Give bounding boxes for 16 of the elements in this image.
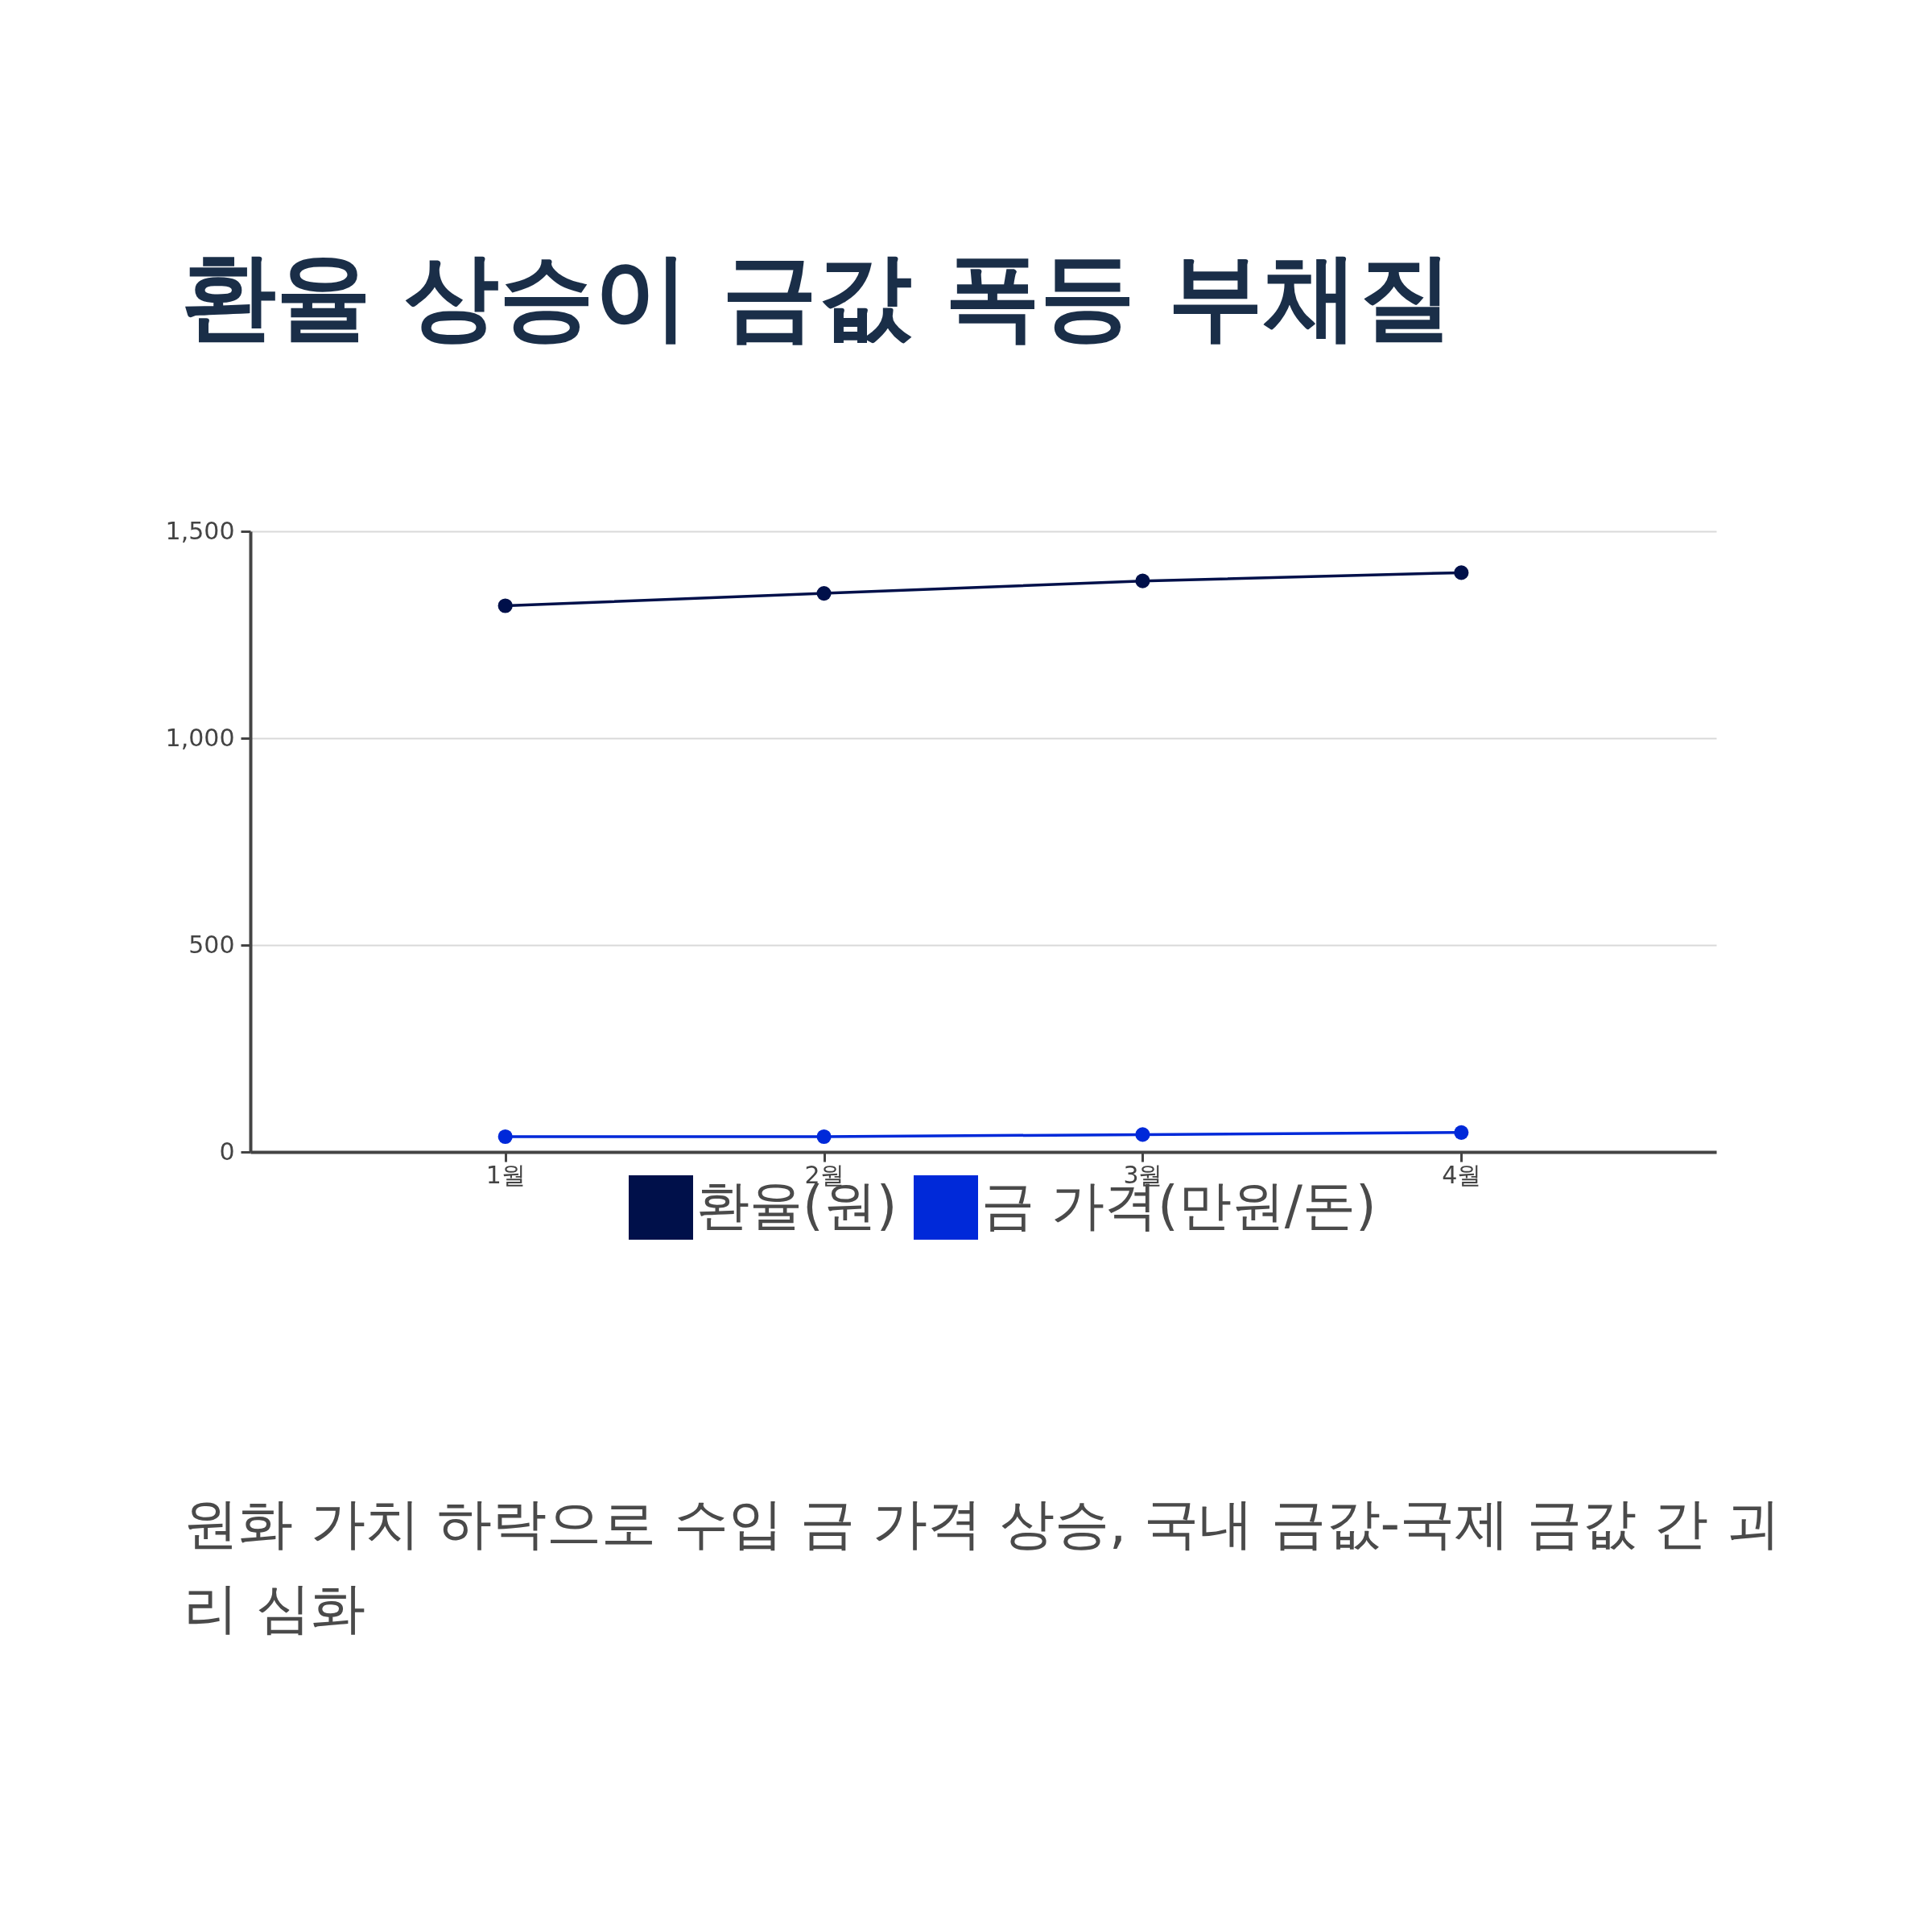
point	[1135, 573, 1150, 588]
point	[816, 586, 832, 601]
y-tick-label: 0	[219, 1137, 235, 1166]
y-tick-label: 500	[188, 930, 235, 959]
point	[497, 598, 513, 613]
point	[1135, 1127, 1150, 1142]
point	[497, 1129, 513, 1145]
text: 원화 가치 하락으로 수입 금 가격 상승, 국내 금값-국제 금값 간 괴리 심화	[184, 1491, 1781, 1642]
x-tick-label: 1월	[485, 1160, 526, 1189]
x-tick-label: 4월	[1442, 1160, 1482, 1189]
point	[1454, 1125, 1469, 1140]
y-tick-label: 1,000	[165, 723, 235, 752]
chart-title: 환율 상승이 금값 폭등 부채질	[181, 240, 1454, 353]
point	[816, 1129, 832, 1145]
point	[1454, 565, 1469, 580]
y-tick-label: 1,500	[165, 516, 235, 545]
